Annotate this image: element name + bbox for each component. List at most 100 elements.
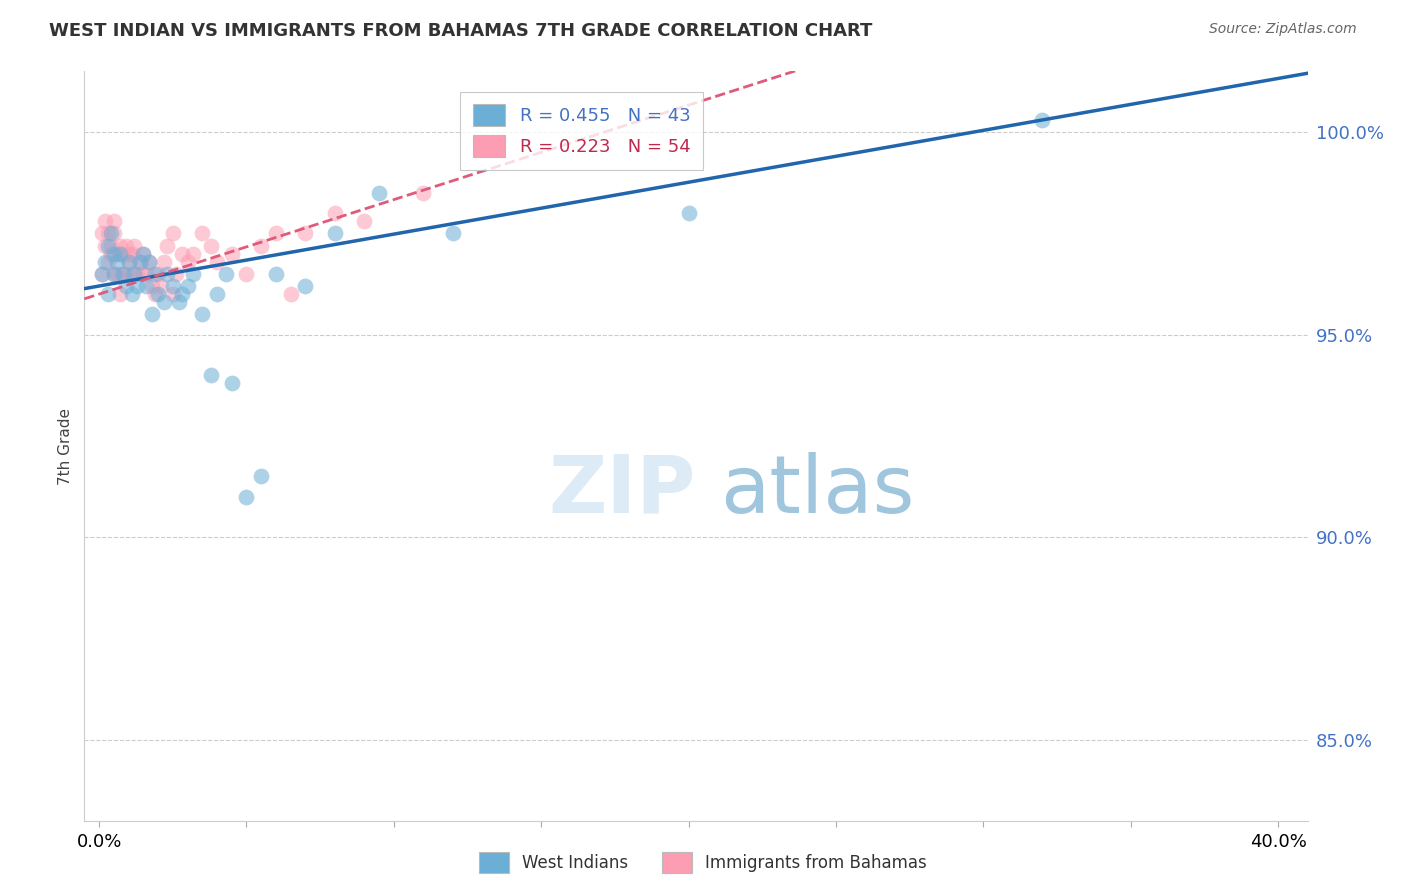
Point: [114, 279, 136, 293]
Point: [176, 279, 198, 293]
Point: [108, 246, 131, 260]
Point: [153, 295, 176, 310]
Point: [127, 267, 149, 281]
Point: [191, 227, 214, 241]
Point: [124, 267, 146, 281]
Point: [100, 246, 122, 260]
Legend: R = 0.455   N = 43, R = 0.223   N = 54: R = 0.455 N = 43, R = 0.223 N = 54: [460, 92, 703, 170]
Point: [205, 287, 228, 301]
Point: [108, 238, 131, 252]
Text: WEST INDIAN VS IMMIGRANTS FROM BAHAMAS 7TH GRADE CORRELATION CHART: WEST INDIAN VS IMMIGRANTS FROM BAHAMAS 7…: [49, 22, 873, 40]
Point: [121, 287, 143, 301]
Text: Source: ZipAtlas.com: Source: ZipAtlas.com: [1209, 22, 1357, 37]
Point: [91, 267, 114, 281]
Point: [103, 214, 125, 228]
Point: [200, 238, 222, 252]
Point: [105, 254, 128, 268]
Point: [117, 254, 139, 268]
Point: [143, 287, 166, 301]
Text: atlas: atlas: [720, 452, 915, 530]
Point: [114, 267, 136, 281]
Point: [264, 267, 287, 281]
Point: [111, 267, 134, 281]
Point: [111, 246, 134, 260]
Point: [294, 279, 316, 293]
Point: [94, 214, 117, 228]
Point: [114, 238, 136, 252]
Point: [235, 267, 257, 281]
Point: [108, 287, 131, 301]
Point: [176, 254, 198, 268]
Point: [156, 267, 179, 281]
Point: [294, 227, 316, 241]
Legend: West Indians, Immigrants from Bahamas: West Indians, Immigrants from Bahamas: [472, 846, 934, 880]
Point: [132, 267, 155, 281]
Point: [170, 287, 193, 301]
Point: [146, 267, 169, 281]
Point: [100, 238, 122, 252]
Point: [150, 279, 173, 293]
Point: [103, 227, 125, 241]
Point: [280, 287, 302, 301]
Point: [121, 246, 143, 260]
Point: [167, 295, 190, 310]
Point: [678, 206, 700, 220]
Point: [165, 267, 187, 281]
Point: [221, 376, 243, 391]
Point: [103, 267, 125, 281]
Point: [368, 186, 391, 200]
Point: [146, 287, 169, 301]
Point: [170, 246, 193, 260]
Point: [412, 186, 434, 200]
Point: [111, 267, 134, 281]
Point: [94, 238, 117, 252]
Point: [191, 307, 214, 321]
Point: [91, 267, 114, 281]
Point: [97, 287, 120, 301]
Point: [156, 238, 179, 252]
Point: [141, 279, 163, 293]
Point: [1031, 112, 1053, 127]
Point: [129, 254, 152, 268]
Point: [183, 267, 205, 281]
Point: [441, 227, 464, 241]
Point: [91, 227, 114, 241]
Point: [162, 279, 184, 293]
Point: [153, 254, 176, 268]
Point: [143, 267, 166, 281]
Point: [97, 227, 120, 241]
Point: [117, 246, 139, 260]
Point: [250, 238, 273, 252]
Point: [183, 246, 205, 260]
Point: [323, 227, 346, 241]
Point: [353, 214, 375, 228]
Point: [94, 254, 117, 268]
Point: [323, 206, 346, 220]
Point: [135, 267, 157, 281]
Point: [127, 279, 149, 293]
Y-axis label: 7th Grade: 7th Grade: [58, 408, 73, 484]
Point: [105, 246, 128, 260]
Point: [250, 469, 273, 483]
Point: [103, 267, 125, 281]
Point: [162, 227, 184, 241]
Point: [97, 254, 120, 268]
Point: [121, 267, 143, 281]
Point: [221, 246, 243, 260]
Point: [132, 246, 155, 260]
Point: [141, 307, 163, 321]
Point: [103, 246, 125, 260]
Point: [215, 267, 238, 281]
Point: [205, 254, 228, 268]
Point: [200, 368, 222, 383]
Point: [264, 227, 287, 241]
Point: [100, 227, 122, 241]
Point: [138, 254, 160, 268]
Text: ZIP: ZIP: [548, 452, 696, 530]
Point: [129, 254, 152, 268]
Point: [135, 279, 157, 293]
Point: [132, 246, 155, 260]
Point: [162, 287, 184, 301]
Point: [105, 267, 128, 281]
Point: [235, 490, 257, 504]
